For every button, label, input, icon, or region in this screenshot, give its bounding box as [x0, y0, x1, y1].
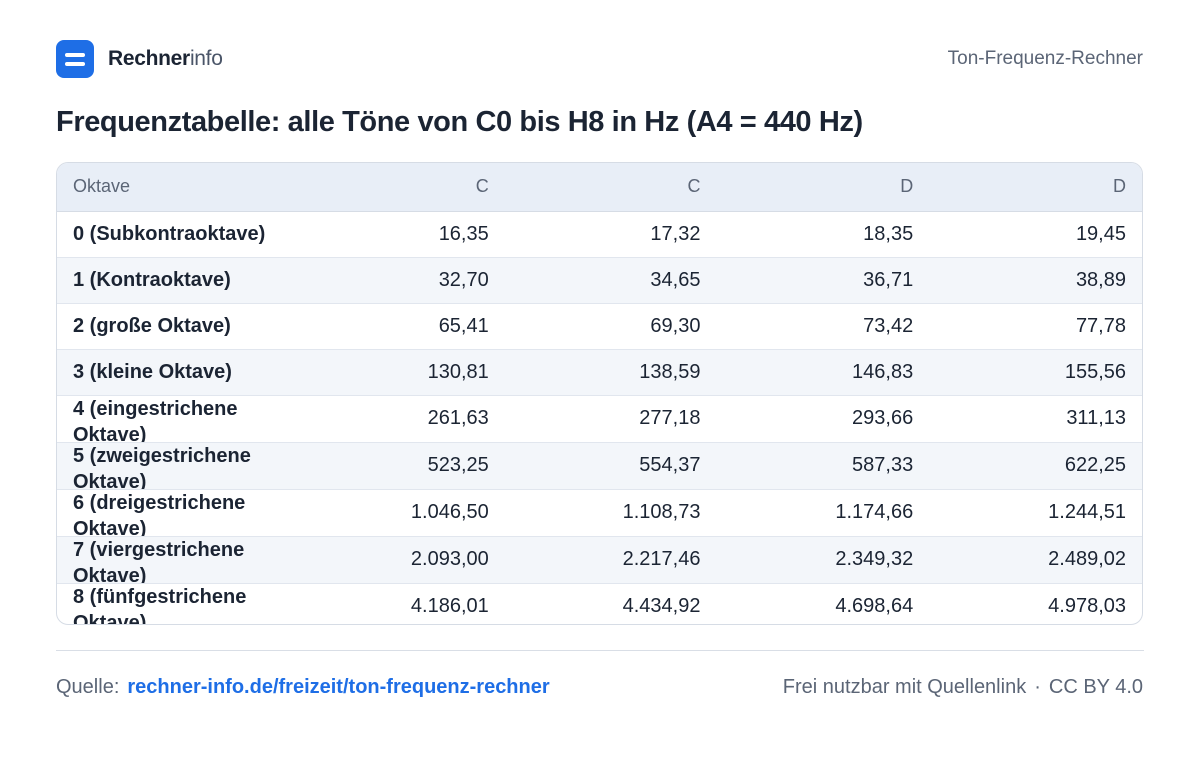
- octave-label: 6 (dreigestrichene Oktave): [57, 489, 301, 537]
- octave-label: 0 (Subkontraoktave): [57, 211, 301, 258]
- table-row: 1 (Kontraoktave) 32,70 34,65 36,71 38,89: [57, 257, 1142, 304]
- octave-label-text: 5 (zweigestrichene Oktave): [73, 444, 251, 489]
- table-header-row: Oktave C C D D: [57, 163, 1142, 212]
- page-header: Rechnerinfo Ton-Frequenz-Rechner: [56, 40, 1143, 78]
- frequency-cell: 1.108,73: [504, 489, 717, 537]
- frequency-cell: 65,41: [300, 303, 505, 350]
- table-row: 2 (große Oktave) 65,41 69,30 73,42 77,78: [57, 303, 1142, 350]
- octave-label: 7 (viergestrichene Oktave): [57, 536, 301, 584]
- table-row: 5 (zweigestrichene Oktave) 523,25 554,37 58…: [57, 442, 1142, 490]
- table-row: 4 (eingestrichene Oktave) 261,63 277,18 293…: [57, 395, 1142, 443]
- frequency-cell: 19,45: [929, 211, 1142, 258]
- frequency-cell: 34,65: [504, 257, 717, 304]
- frequency-table-container: Oktave C C D D 0 (Subkontraoktave) 16,35 1…: [56, 162, 1143, 625]
- frequency-cell: 622,25: [929, 442, 1142, 490]
- frequency-cell: 2.489,02: [929, 536, 1142, 584]
- octave-label-text: 7 (viergestrichene Oktave): [73, 538, 245, 583]
- frequency-cell: 38,89: [929, 257, 1142, 304]
- logo-icon: [56, 40, 94, 78]
- table-row: 6 (dreigestrichene Oktave) 1.046,50 1.108,…: [57, 489, 1142, 537]
- octave-label-text: 4 (eingestrichene Oktave): [73, 397, 238, 442]
- octave-label-text: 2 (große Oktave): [73, 315, 231, 337]
- frequency-cell: 16,35: [300, 211, 505, 258]
- column-header-c-sharp: C: [504, 163, 717, 212]
- license-name: CC BY 4.0: [1048, 676, 1143, 698]
- license-separator: ·: [1034, 676, 1041, 698]
- frequency-cell: 36,71: [716, 257, 930, 304]
- frequency-cell: 523,25: [300, 442, 505, 490]
- page-title: Frequenztabelle: alle Töne von C0 bis H8…: [56, 106, 863, 138]
- octave-label: 8 (fünfgestrichene Oktave): [57, 583, 300, 625]
- source-info: Quelle: rechner-info.de/freizeit/ton-freq…: [56, 676, 550, 699]
- table-body: 0 (Subkontraoktave) 16,35 17,32 18,35 19,45 1…: [57, 211, 1142, 625]
- octave-label-text: 6 (dreigestrichene Oktave): [73, 491, 246, 536]
- frequency-cell: 73,42: [716, 303, 930, 350]
- table-row: 0 (Subkontraoktave) 16,35 17,32 18,35 19,45: [57, 211, 1142, 258]
- table-row: 3 (kleine Oktave) 130,81 138,59 146,83 155,5…: [57, 349, 1142, 396]
- frequency-cell: 4.434,92: [622, 595, 701, 617]
- frequency-cell: 2.217,46: [504, 536, 717, 584]
- octave-label: 1 (Kontraoktave): [57, 257, 301, 304]
- frequency-cell: 277,18: [504, 395, 717, 443]
- frequency-cell: 32,70: [300, 257, 505, 304]
- footer-divider: [56, 650, 1144, 651]
- frequency-cell: 2.093,00: [300, 536, 505, 584]
- octave-label: 5 (zweigestrichene Oktave): [57, 442, 301, 490]
- frequency-cell: 554,37: [504, 442, 717, 490]
- brand-name-light: info: [189, 47, 223, 70]
- octave-label-text: 3 (kleine Oktave): [73, 361, 232, 383]
- frequency-cell: 293,66: [716, 395, 930, 443]
- column-header-d: D: [716, 163, 930, 212]
- frequency-cell: 587,33: [716, 442, 930, 490]
- table-row: 8 (fünfgestrichene Oktave) 4.186,01 4.434,…: [57, 583, 1142, 625]
- header-calculator-title: Ton-Frequenz-Rechner: [947, 48, 1143, 69]
- frequency-cell: 2.349,32: [716, 536, 930, 584]
- frequency-cell: 77,78: [929, 303, 1142, 350]
- octave-label-text: 0 (Subkontraoktave): [73, 223, 266, 245]
- frequency-cell: 4.186,01: [410, 595, 489, 617]
- license-info: Frei nutzbar mit Quellenlink · CC BY 4.0: [783, 676, 1143, 699]
- frequency-cell: 130,81: [300, 349, 505, 396]
- frequency-cell: 138,59: [504, 349, 717, 396]
- frequency-cell: 311,13: [929, 395, 1142, 443]
- frequency-cell: 155,56: [929, 349, 1142, 396]
- frequency-cell: 18,35: [716, 211, 930, 258]
- source-label: Quelle:: [56, 676, 120, 698]
- column-header-oktave: Oktave: [57, 163, 301, 212]
- column-header-c: C: [300, 163, 505, 212]
- octave-label: 3 (kleine Oktave): [57, 349, 301, 396]
- license-text: Frei nutzbar mit Quellenlink: [782, 676, 1027, 698]
- frequency-cell: 69,30: [504, 303, 717, 350]
- source-link[interactable]: rechner-info.de/freizeit/ton-frequenz-re…: [127, 676, 550, 698]
- octave-label: 4 (eingestrichene Oktave): [57, 395, 301, 443]
- frequency-cell: 261,63: [300, 395, 505, 443]
- brand[interactable]: Rechnerinfo: [56, 40, 223, 78]
- frequency-cell: 1.046,50: [300, 489, 505, 537]
- column-header-d-sharp: D: [929, 163, 1142, 212]
- brand-name: Rechnerinfo: [108, 47, 223, 71]
- page-footer: Quelle: rechner-info.de/freizeit/ton-freq…: [56, 676, 1143, 699]
- table-row: 7 (viergestrichene Oktave) 2.093,00 2.217,…: [57, 536, 1142, 584]
- frequency-cell: 1.174,66: [716, 489, 930, 537]
- octave-label-text: 1 (Kontraoktave): [73, 269, 231, 291]
- octave-label: 2 (große Oktave): [57, 303, 301, 350]
- frequency-cell: 1.244,51: [929, 489, 1142, 537]
- frequency-cell: 4.978,03: [1048, 595, 1126, 617]
- frequency-table: Oktave C C D D 0 (Subkontraoktave) 16,35 1…: [57, 163, 1142, 625]
- frequency-cell: 146,83: [716, 349, 930, 396]
- octave-label-text: 8 (fünfgestrichene Oktave): [73, 585, 247, 625]
- brand-name-bold: Rechner: [108, 47, 190, 70]
- frequency-cell: 4.698,64: [835, 595, 914, 617]
- frequency-cell: 17,32: [504, 211, 717, 258]
